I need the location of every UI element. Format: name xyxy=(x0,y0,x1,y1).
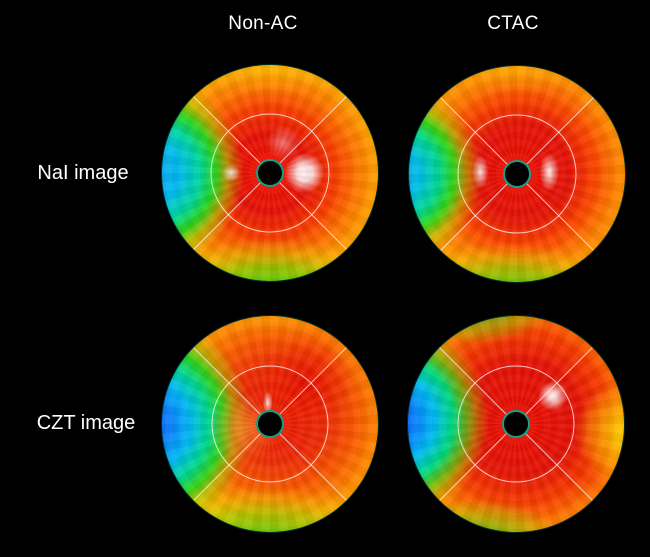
mid-ring xyxy=(457,365,575,483)
mid-ring xyxy=(210,113,330,233)
column-header-ctac: CTAC xyxy=(487,13,539,34)
center-hole xyxy=(256,159,284,187)
mid-ring xyxy=(457,114,577,234)
column-header-non-ac: Non-AC xyxy=(228,13,298,34)
mid-ring xyxy=(211,365,329,483)
center-hole xyxy=(256,410,284,438)
center-hole xyxy=(503,160,531,188)
polar-map-nai-ctac xyxy=(409,66,625,282)
center-hole xyxy=(502,410,530,438)
polar-map-czt-nonac xyxy=(162,316,378,532)
row-header-nai-image: NaI image xyxy=(37,162,129,184)
polar-map-czt-ctac xyxy=(408,316,624,532)
polar-map-nai-nonac xyxy=(162,65,378,281)
row-header-czt-image: CZT image xyxy=(36,412,136,434)
